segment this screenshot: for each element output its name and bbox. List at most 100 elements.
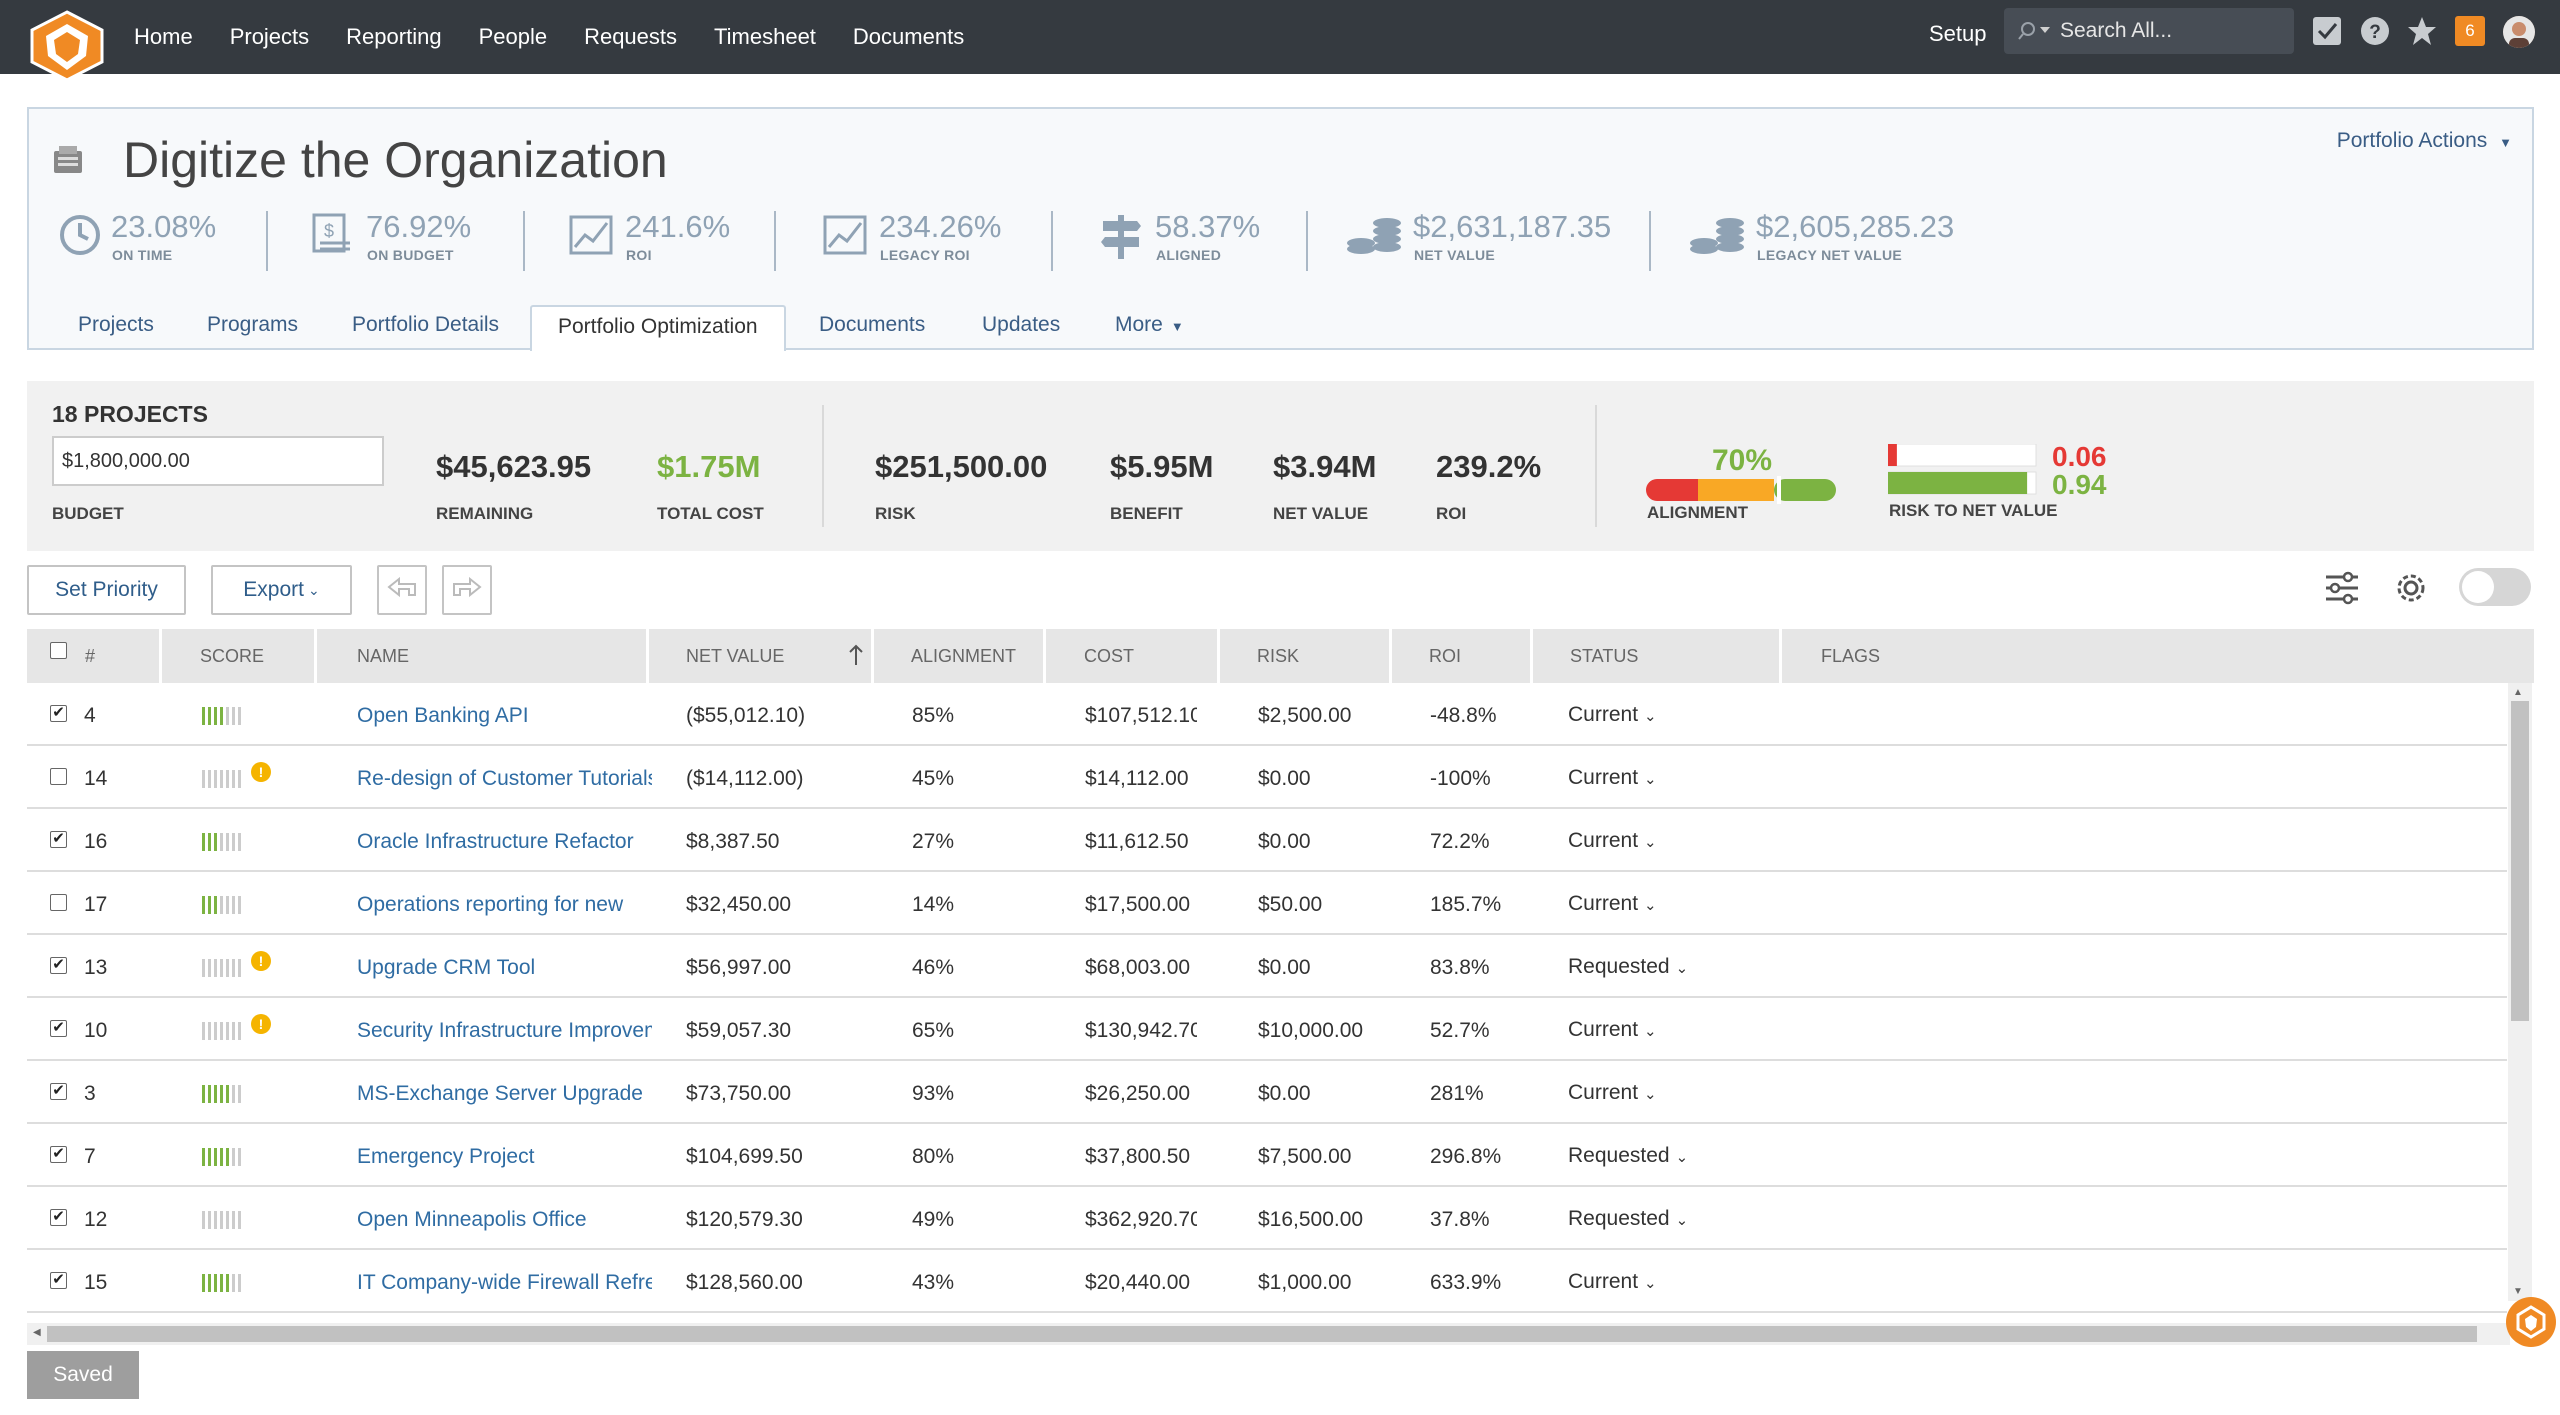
column-header-roi[interactable]: ROI: [1429, 646, 1462, 666]
filter-sliders-icon[interactable]: [2324, 570, 2360, 606]
status-dropdown[interactable]: Current ⌄: [1568, 1250, 1657, 1313]
scroll-up-icon[interactable]: ▲: [2513, 687, 2523, 698]
status-dropdown[interactable]: Requested ⌄: [1568, 1124, 1688, 1190]
project-name-link[interactable]: Open Banking API: [357, 704, 529, 727]
column-header-name[interactable]: NAME: [357, 646, 410, 666]
table-row[interactable]: ✔ 15 IT Company-wide Firewall Refresh $1…: [27, 1250, 2507, 1313]
row-checkbox[interactable]: ✔: [50, 705, 67, 722]
row-checkbox[interactable]: ✔: [50, 957, 67, 974]
tab-updates[interactable]: Updates: [982, 313, 1061, 336]
nav-reporting[interactable]: Reporting: [346, 24, 442, 49]
undo-button[interactable]: [377, 565, 427, 615]
nav-documents[interactable]: Documents: [852, 24, 965, 49]
status-dropdown[interactable]: Current ⌄: [1568, 1061, 1657, 1127]
project-name-link[interactable]: Oracle Infrastructure Refactor: [357, 830, 634, 853]
search-input[interactable]: Search All...: [2004, 8, 2294, 54]
horizontal-scroll-thumb[interactable]: [47, 1326, 2477, 1342]
tab-programs[interactable]: Programs: [207, 313, 299, 336]
column-header-risk[interactable]: RISK: [1257, 646, 1300, 666]
tab-projects[interactable]: Projects: [78, 313, 154, 336]
project-name-link[interactable]: MS-Exchange Server Upgrade: [357, 1082, 643, 1105]
status-dropdown[interactable]: Requested ⌄: [1568, 935, 1688, 1001]
table-row[interactable]: ✔ 16 Oracle Infrastructure Refactor $8,3…: [27, 809, 2507, 872]
notification-badge[interactable]: 6: [2455, 16, 2485, 46]
row-checkbox[interactable]: ✔: [50, 1020, 67, 1037]
table-row[interactable]: ✔ 7 Emergency Project $104,699.50 80% $3…: [27, 1124, 2507, 1187]
nav-timesheet[interactable]: Timesheet: [714, 24, 816, 49]
checklist-icon[interactable]: [2312, 16, 2342, 46]
row-checkbox[interactable]: ✔: [50, 1209, 67, 1226]
warning-icon[interactable]: !: [251, 951, 271, 971]
status-label: Requested: [1568, 1144, 1670, 1167]
score-segment: [202, 896, 205, 914]
nav-projects[interactable]: Projects: [229, 24, 310, 49]
row-checkbox[interactable]: [50, 894, 67, 911]
select-all-checkbox[interactable]: [50, 642, 67, 659]
metric-divider: [774, 211, 776, 271]
table-row[interactable]: ✔ 13 Upgrade CRM Tool $56,997.00 46% $68…: [27, 935, 2507, 998]
help-widget-button[interactable]: [2506, 1297, 2556, 1347]
tab-more[interactable]: More ▼: [1115, 313, 1184, 337]
scroll-left-icon[interactable]: ◀: [33, 1327, 41, 1338]
table-row[interactable]: ✔ 4 Open Banking API ($55,012.10) 85% $1…: [27, 683, 2507, 746]
tab-portfolio-optimization[interactable]: Portfolio Optimization: [530, 305, 786, 351]
nav-people[interactable]: People: [478, 24, 548, 49]
table-row[interactable]: ✔ 12 Open Minneapolis Office $120,579.30…: [27, 1187, 2507, 1250]
help-icon[interactable]: ?: [2360, 16, 2390, 46]
nav-home[interactable]: Home: [134, 24, 193, 49]
project-name-link[interactable]: Emergency Project: [357, 1145, 535, 1168]
vertical-scroll-thumb[interactable]: [2511, 701, 2529, 1021]
saved-status-button[interactable]: Saved: [27, 1351, 139, 1399]
warning-icon[interactable]: !: [251, 1014, 271, 1034]
project-name-link[interactable]: Open Minneapolis Office: [357, 1208, 587, 1231]
status-dropdown[interactable]: Current ⌄: [1568, 809, 1657, 875]
row-checkbox[interactable]: ✔: [50, 831, 67, 848]
row-checkbox[interactable]: ✔: [50, 1083, 67, 1100]
row-checkbox[interactable]: ✔: [50, 1146, 67, 1163]
table-row[interactable]: 17 Operations reporting for new $32,450.…: [27, 872, 2507, 935]
status-dropdown[interactable]: Requested ⌄: [1568, 1187, 1688, 1253]
project-name-link[interactable]: Re-design of Customer Tutorials: [357, 767, 652, 790]
set-priority-button[interactable]: Set Priority: [27, 565, 186, 615]
column-header-score[interactable]: SCORE: [200, 646, 265, 666]
status-dropdown[interactable]: Current ⌄: [1568, 746, 1657, 812]
tab-portfolio-details[interactable]: Portfolio Details: [352, 313, 500, 336]
scroll-down-icon[interactable]: ▼: [2513, 1286, 2523, 1297]
vertical-scrollbar[interactable]: ▲ ▼: [2508, 683, 2532, 1301]
chevron-down-icon: ⌄: [1644, 1275, 1657, 1292]
column-header-flags[interactable]: FLAGS: [1821, 646, 1881, 666]
table-row[interactable]: ✔ 3 MS-Exchange Server Upgrade $73,750.0…: [27, 1061, 2507, 1124]
nav-requests[interactable]: Requests: [584, 24, 678, 49]
star-icon[interactable]: [2407, 16, 2437, 46]
status-dropdown[interactable]: Current ⌄: [1568, 683, 1657, 749]
column-header-number[interactable]: #: [85, 646, 96, 666]
score-segment: [226, 833, 229, 851]
project-name-link[interactable]: IT Company-wide Firewall Refresh: [357, 1271, 652, 1294]
column-header-net-value[interactable]: NET VALUE: [686, 646, 785, 666]
project-name-link[interactable]: Operations reporting for new: [357, 893, 624, 916]
column-header-status[interactable]: STATUS: [1570, 646, 1639, 666]
column-header-cost[interactable]: COST: [1084, 646, 1135, 666]
column-header-alignment[interactable]: ALIGNMENT: [911, 646, 1017, 666]
lion-logo-icon[interactable]: [28, 10, 106, 82]
portfolio-actions-dropdown[interactable]: Portfolio Actions ▼: [2337, 129, 2512, 153]
settings-gear-icon[interactable]: [2393, 570, 2429, 606]
setup-link[interactable]: Setup: [1929, 21, 1987, 46]
view-toggle-switch[interactable]: [2459, 568, 2531, 606]
status-dropdown[interactable]: Current ⌄: [1568, 998, 1657, 1064]
row-checkbox[interactable]: ✔: [50, 1272, 67, 1289]
horizontal-scrollbar[interactable]: ◀: [27, 1323, 2510, 1345]
user-avatar[interactable]: [2503, 16, 2535, 48]
redo-button[interactable]: [442, 565, 492, 615]
table-row[interactable]: 14 Re-design of Customer Tutorials ($14,…: [27, 746, 2507, 809]
warning-icon[interactable]: !: [251, 762, 271, 782]
budget-input[interactable]: [52, 436, 384, 486]
project-name-link[interactable]: Upgrade CRM Tool: [357, 956, 536, 979]
project-name-link[interactable]: Security Infrastructure Improvement: [357, 1019, 652, 1042]
tab-documents[interactable]: Documents: [819, 313, 926, 336]
table-row[interactable]: ✔ 10 Security Infrastructure Improvement…: [27, 998, 2507, 1061]
status-dropdown[interactable]: Current ⌄: [1568, 872, 1657, 938]
sort-ascending-icon[interactable]: [848, 643, 864, 667]
row-checkbox[interactable]: [50, 768, 67, 785]
export-button[interactable]: Export ⌄: [211, 565, 352, 615]
